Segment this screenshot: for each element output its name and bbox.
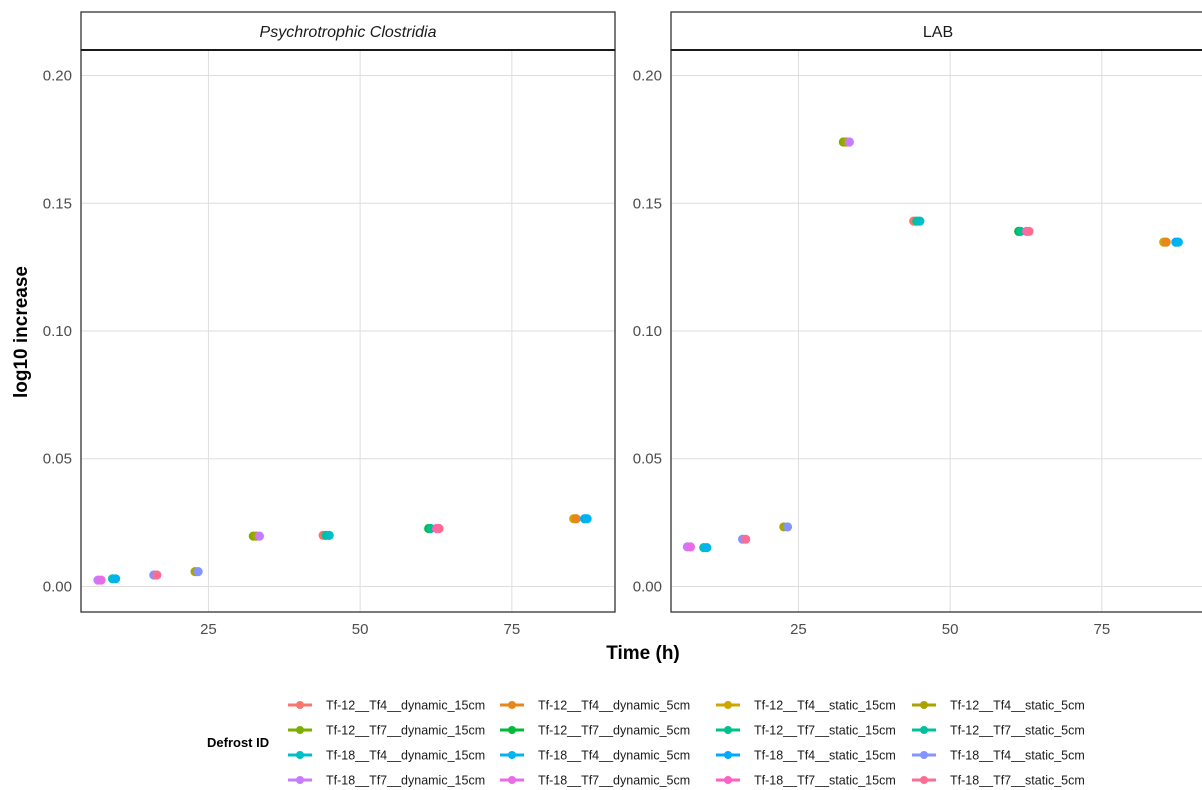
x-tick-label: 25: [200, 621, 217, 638]
legend-key-point: [508, 776, 516, 784]
legend-key-point: [296, 776, 304, 784]
data-point: [702, 543, 712, 553]
legend-key-point: [724, 776, 732, 784]
legend-key-point: [724, 701, 732, 709]
data-point: [1161, 237, 1171, 247]
legend-key-point: [920, 701, 928, 709]
y-tick-label: 0.05: [633, 451, 662, 468]
legend-label: Tf-12__Tf7__dynamic_5cm: [538, 724, 690, 738]
legend-label: Tf-12__Tf7__dynamic_15cm: [326, 724, 485, 738]
legend-item: Tf-12__Tf7__static_5cm: [912, 724, 1085, 738]
data-point: [434, 523, 444, 534]
legend-item: Tf-18__Tf4__dynamic_5cm: [500, 749, 690, 763]
y-tick-label: 0.10: [43, 323, 72, 340]
chart-panels: Psychrotrophic Clostridia 0.00 0.05 0.10 0.1…: [43, 11, 1202, 638]
data-point: [582, 514, 592, 524]
legend-label: Tf-12__Tf7__static_5cm: [950, 724, 1085, 738]
facet-strip: [670, 11, 1202, 51]
data-point: [96, 575, 106, 585]
legend-label: Tf-18__Tf7__dynamic_5cm: [538, 774, 690, 788]
legend-label: Tf-18__Tf7__static_5cm: [950, 774, 1085, 788]
x-tick-label: 25: [790, 621, 807, 638]
y-axis-title: log10 increase: [11, 266, 32, 398]
y-tick-label: 0.10: [633, 323, 662, 340]
data-point: [915, 216, 925, 226]
legend-item: Tf-18__Tf4__static_15cm: [716, 749, 896, 763]
legend-item: Tf-12__Tf7__dynamic_5cm: [500, 724, 690, 738]
legend-item: Tf-18__Tf4__dynamic_15cm: [288, 749, 485, 763]
legend-label: Tf-12__Tf4__static_15cm: [754, 699, 896, 713]
y-tick-label: 0.20: [633, 68, 662, 85]
legend-label: Tf-12__Tf4__static_5cm: [950, 699, 1085, 713]
legend-item: Tf-12__Tf7__dynamic_15cm: [288, 724, 485, 738]
data-point: [152, 570, 162, 580]
y-tick-label: 0.15: [633, 195, 662, 212]
legend-label: Tf-12__Tf4__dynamic_5cm: [538, 699, 690, 713]
legend-key-point: [920, 776, 928, 784]
legend-label: Tf-18__Tf4__dynamic_15cm: [326, 749, 485, 763]
legend-key-point: [296, 701, 304, 709]
legend-label: Tf-18__Tf4__static_5cm: [950, 749, 1085, 763]
legend-title: Defrost ID: [207, 735, 269, 750]
legend-item: Tf-18__Tf7__dynamic_15cm: [288, 774, 485, 788]
facet-strip: [80, 11, 616, 51]
legend-item: Tf-12__Tf4__dynamic_5cm: [500, 699, 690, 713]
data-point: [193, 567, 203, 577]
x-tick-label: 75: [1093, 621, 1110, 638]
legend-key-point: [508, 751, 516, 759]
legend-label: Tf-18__Tf4__dynamic_5cm: [538, 749, 690, 763]
x-axis-title: Time (h): [606, 643, 680, 664]
legend-item: Tf-18__Tf7__dynamic_5cm: [500, 774, 690, 788]
data-point: [741, 534, 751, 544]
legend-key-point: [296, 751, 304, 759]
y-tick-label: 0.20: [43, 68, 72, 85]
legend-item: Tf-12__Tf4__static_5cm: [912, 699, 1085, 713]
legend-key-point: [920, 751, 928, 759]
legend-key-point: [724, 726, 732, 734]
legend-key-point: [920, 726, 928, 734]
x-tick-label: 50: [942, 621, 959, 638]
legend-label: Tf-12__Tf4__dynamic_15cm: [326, 699, 485, 713]
facet-strip-label: LAB: [923, 24, 953, 41]
legend-key-point: [508, 701, 516, 709]
data-point: [254, 531, 265, 541]
panel-1: Psychrotrophic Clostridia 0.00 0.05 0.10 0.1…: [43, 11, 616, 638]
legend-item: Tf-12__Tf4__dynamic_15cm: [288, 699, 485, 713]
legend-item: Tf-18__Tf7__static_15cm: [716, 774, 896, 788]
legend-item: Tf-12__Tf4__static_15cm: [716, 699, 896, 713]
legend-key-point: [296, 726, 304, 734]
legend-item: Tf-18__Tf7__static_5cm: [912, 774, 1085, 788]
legend-key-point: [508, 726, 516, 734]
x-tick-label: 50: [352, 621, 369, 638]
data-point: [685, 542, 696, 552]
legend-label: Tf-18__Tf7__dynamic_15cm: [326, 774, 485, 788]
legend: Defrost ID Tf-12__Tf4__dynamic_15cm Tf-12…: [207, 699, 1085, 788]
y-tick-label: 0.00: [633, 578, 662, 595]
data-point: [110, 574, 121, 584]
legend-label: Tf-18__Tf7__static_15cm: [754, 774, 896, 788]
legend-label: Tf-18__Tf4__static_15cm: [754, 749, 896, 763]
x-tick-label: 75: [503, 621, 520, 638]
panel-2: LAB 0.00 0.05 0.10 0.15 0.20 25 50 75: [633, 11, 1202, 638]
data-point: [571, 514, 581, 524]
y-tick-label: 0.05: [43, 451, 72, 468]
data-point: [1024, 226, 1034, 236]
data-point: [844, 137, 855, 147]
data-point: [324, 530, 334, 540]
facet-strip-label: Psychrotrophic Clostridia: [260, 24, 437, 41]
legend-key-point: [724, 751, 732, 759]
legend-item: Tf-12__Tf7__static_15cm: [716, 724, 896, 738]
y-tick-label: 0.15: [43, 195, 72, 212]
data-point: [782, 522, 793, 532]
legend-item: Tf-18__Tf4__static_5cm: [912, 749, 1085, 763]
data-point: [1173, 237, 1183, 247]
legend-label: Tf-12__Tf7__static_15cm: [754, 724, 896, 738]
y-tick-label: 0.00: [43, 578, 72, 595]
